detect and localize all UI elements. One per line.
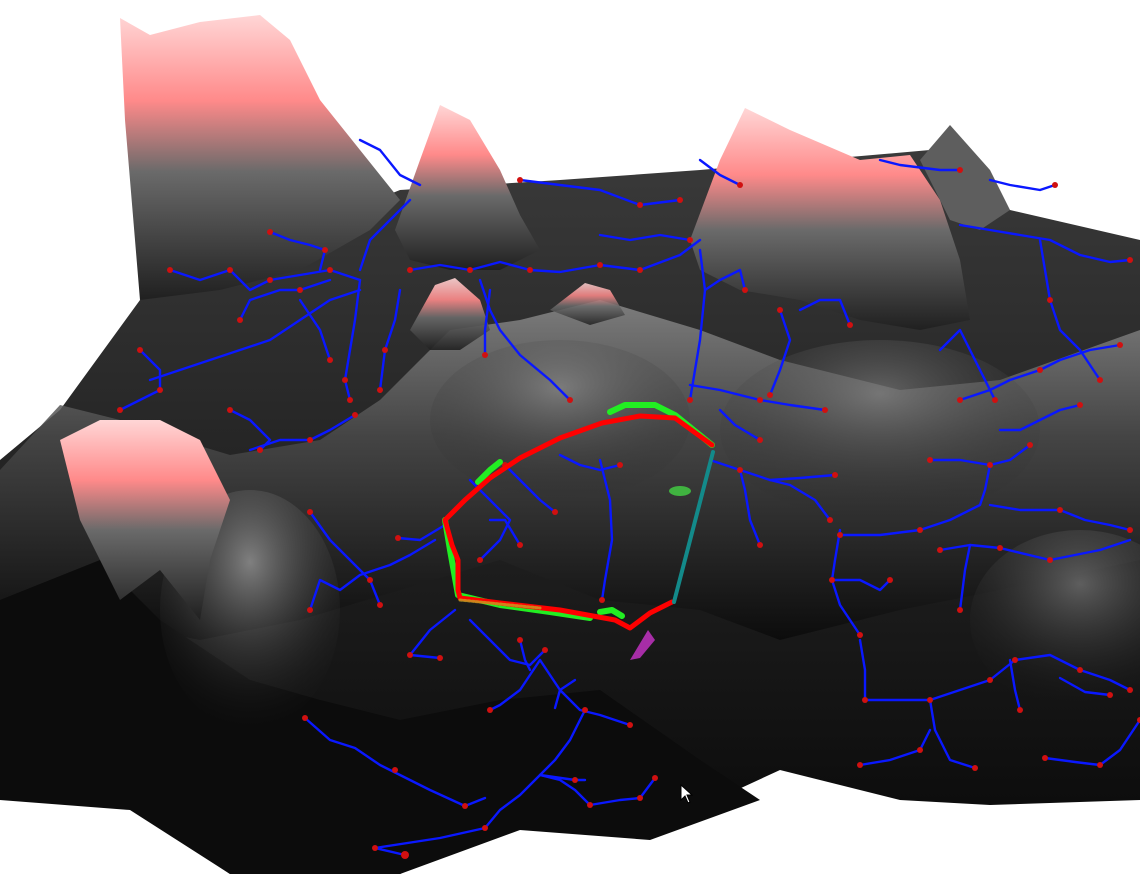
- green-marker[interactable]: [669, 486, 691, 496]
- route-main-red[interactable]: [442, 413, 715, 631]
- peak-northwest: [120, 15, 400, 300]
- terrain-valley: [0, 560, 760, 874]
- terrain-bump-center: [430, 340, 690, 500]
- terrain-mesh: [0, 15, 1140, 874]
- peak-far-east: [920, 125, 1010, 230]
- selected-route[interactable]: [442, 402, 715, 631]
- peak-west: [60, 420, 230, 620]
- peak-north-center: [395, 105, 540, 270]
- magenta-marker[interactable]: [630, 630, 655, 660]
- peak-small-left: [410, 278, 490, 350]
- peak-small-right: [550, 283, 625, 325]
- route-segment-green-bottom[interactable]: [597, 607, 625, 619]
- peak-northeast: [690, 108, 970, 330]
- route-overlap-hatch: [458, 598, 542, 610]
- network-nodes: [117, 167, 1140, 859]
- terrain-bump-right: [720, 340, 1040, 520]
- mouse-pointer-icon: [680, 784, 694, 804]
- route-link-teal[interactable]: [672, 450, 715, 604]
- route-segment-green-upper-left[interactable]: [475, 459, 503, 485]
- terrain-bump-far-right: [970, 530, 1140, 710]
